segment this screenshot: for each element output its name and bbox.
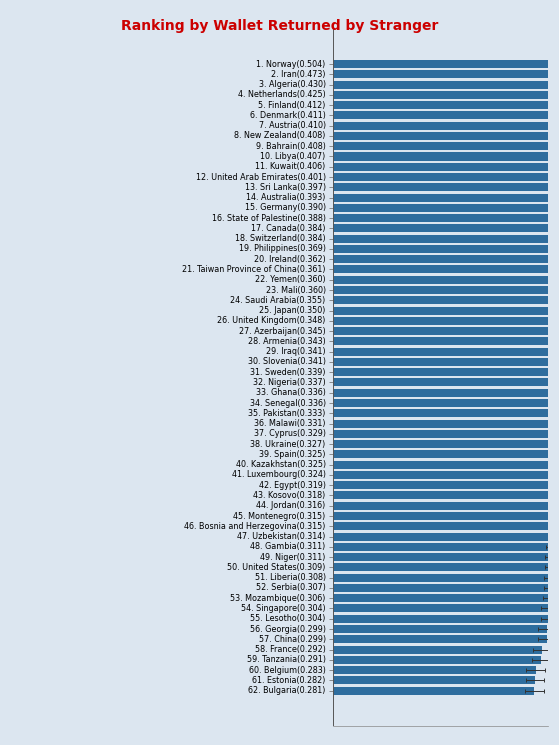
Bar: [333, 399, 559, 407]
Bar: [333, 245, 559, 253]
Bar: [333, 265, 559, 273]
Bar: [333, 183, 559, 191]
Bar: [333, 204, 559, 212]
Bar: [333, 543, 556, 551]
Bar: [333, 646, 542, 653]
Bar: [333, 378, 559, 387]
Bar: [333, 327, 559, 335]
Bar: [333, 91, 559, 99]
Bar: [333, 112, 559, 119]
Bar: [333, 101, 559, 109]
Bar: [333, 317, 559, 325]
Bar: [333, 80, 559, 89]
Bar: [333, 132, 559, 140]
Bar: [333, 676, 535, 685]
Bar: [333, 440, 559, 448]
Bar: [333, 224, 559, 232]
Bar: [333, 348, 559, 355]
Bar: [333, 409, 559, 417]
Bar: [333, 60, 559, 68]
Bar: [333, 276, 559, 284]
Bar: [333, 595, 552, 602]
Bar: [333, 553, 556, 561]
Bar: [333, 337, 559, 346]
Bar: [333, 666, 536, 674]
Bar: [333, 512, 558, 520]
Bar: [333, 481, 559, 489]
Bar: [333, 625, 547, 633]
Bar: [333, 256, 559, 263]
Bar: [333, 615, 551, 623]
Bar: [333, 522, 558, 530]
Bar: [333, 70, 559, 78]
Bar: [333, 533, 558, 541]
Bar: [333, 656, 541, 664]
Bar: [333, 501, 559, 510]
Bar: [333, 162, 559, 171]
Bar: [333, 471, 559, 479]
Bar: [333, 142, 559, 150]
Bar: [333, 173, 559, 181]
Bar: [333, 584, 553, 592]
Bar: [333, 194, 559, 202]
Bar: [333, 368, 559, 376]
Bar: [333, 358, 559, 366]
Bar: [333, 297, 559, 304]
Bar: [333, 563, 555, 571]
Bar: [333, 307, 559, 314]
Bar: [333, 121, 559, 130]
Bar: [333, 492, 559, 499]
Bar: [333, 604, 551, 612]
Bar: [333, 389, 559, 397]
Text: Ranking by Wallet Returned by Stranger: Ranking by Wallet Returned by Stranger: [121, 19, 438, 33]
Bar: [333, 635, 547, 643]
Bar: [333, 687, 534, 694]
Bar: [333, 214, 559, 222]
Bar: [333, 460, 559, 469]
Bar: [333, 286, 559, 294]
Bar: [333, 419, 559, 428]
Bar: [333, 430, 559, 438]
Bar: [333, 153, 559, 160]
Bar: [333, 235, 559, 243]
Bar: [333, 451, 559, 458]
Bar: [333, 574, 553, 582]
